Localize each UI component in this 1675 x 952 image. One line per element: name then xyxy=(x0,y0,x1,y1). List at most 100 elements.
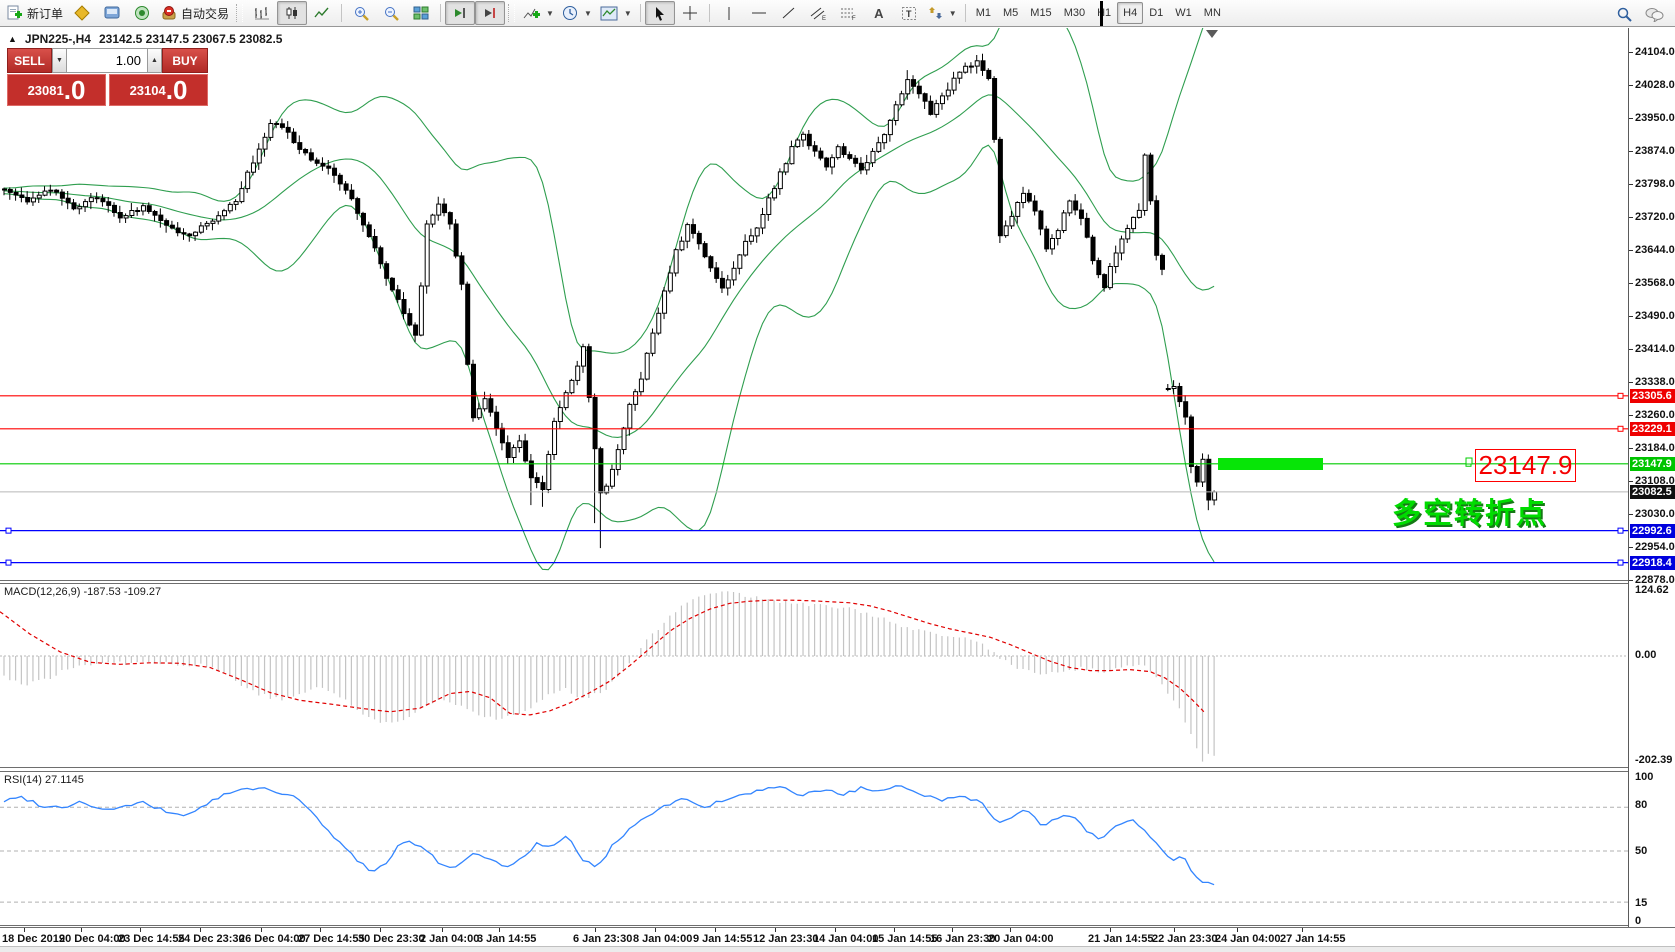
bull-candle-body xyxy=(644,352,650,380)
bull-candle-body xyxy=(621,427,627,451)
new-order-label: 新订单 xyxy=(27,6,64,21)
periods-button[interactable]: ▼ xyxy=(558,1,596,25)
market-watch-button[interactable] xyxy=(97,1,127,25)
crosshair-tool-button[interactable] xyxy=(675,1,705,25)
timeframe-button-m1[interactable]: M1 xyxy=(975,7,991,19)
chart-shift-marker[interactable] xyxy=(1206,30,1218,38)
candlestick-button[interactable] xyxy=(277,1,308,25)
bull-candle-body xyxy=(1131,216,1137,230)
bull-candle-body xyxy=(656,312,662,334)
templates-button[interactable]: ▼ xyxy=(596,1,636,25)
level-line-handle[interactable] xyxy=(1617,559,1624,566)
time-axis[interactable]: 18 Dec 2019 20 Dec 04:00 23 Dec 14:55 24 De… xyxy=(0,927,1675,946)
bear-candle-body xyxy=(858,162,864,171)
sell-price-display[interactable]: 23081.0 xyxy=(7,74,106,106)
chat-button[interactable] xyxy=(1639,2,1669,26)
bear-candle-body xyxy=(447,212,453,225)
price-badge: 22918.4 xyxy=(1630,556,1675,570)
toolbar-separator xyxy=(639,4,641,22)
price-tick: 23414.0 xyxy=(1635,343,1675,355)
fibonacci-tool[interactable]: F xyxy=(834,1,864,25)
timeframe-button-m30[interactable]: M30 xyxy=(1063,7,1086,19)
bull-candle-body xyxy=(256,148,262,164)
arrows-tool[interactable]: ▼ xyxy=(924,1,961,25)
timeframe-button-h1[interactable]: H1 xyxy=(1097,7,1112,19)
main-chart-pane[interactable] xyxy=(0,28,1628,581)
zoom-in-icon xyxy=(354,6,369,21)
macd-label: MACD(12,26,9) -187.53 -109.27 xyxy=(4,586,162,598)
one-click-trading-widget: SELL ▼ 1.00 ▲ BUY 23081.0 23104.0 xyxy=(7,48,208,106)
bear-candle-body xyxy=(343,183,349,191)
level-line-handle[interactable] xyxy=(1617,392,1624,399)
level-price-callout[interactable]: 23147.9 xyxy=(1475,449,1576,482)
bear-candle-body xyxy=(1044,228,1050,250)
timeframe-button-mn[interactable]: MN xyxy=(1203,7,1221,19)
channel-tool[interactable]: E xyxy=(804,1,834,25)
bull-candle-body xyxy=(198,225,204,233)
profiles-button[interactable] xyxy=(67,1,97,25)
bull-candle-body xyxy=(789,146,795,165)
zoom-out-button[interactable] xyxy=(376,1,406,25)
bear-candle-body xyxy=(708,256,714,269)
price-tick-dash xyxy=(1629,316,1633,317)
price-tick: 23950.0 xyxy=(1635,112,1675,124)
level-line-handle[interactable] xyxy=(5,559,12,566)
search-button[interactable] xyxy=(1609,2,1639,26)
macd-signal-line xyxy=(0,599,1206,716)
bear-candle-body xyxy=(175,227,181,234)
zoom-in-button[interactable] xyxy=(346,1,376,25)
turning-point-annotation[interactable]: 多空转折点 xyxy=(1392,498,1548,530)
timeframe-button-w1[interactable]: W1 xyxy=(1175,7,1192,19)
bull-candle-body xyxy=(36,194,42,199)
collapse-one-click-arrow[interactable]: ▲ xyxy=(8,34,17,44)
price-axis[interactable]: 24104.0 24028.0 23950.0 23874.0 23798.0 23720… xyxy=(1628,28,1675,946)
time-tick xyxy=(380,928,381,932)
macd-indicator-pane[interactable] xyxy=(0,583,1628,768)
price-tick: 24104.0 xyxy=(1635,46,1675,58)
cursor-tool-button[interactable] xyxy=(644,1,675,25)
signals-button[interactable] xyxy=(127,1,157,25)
bear-candle-body xyxy=(1177,386,1183,403)
line-chart-button[interactable] xyxy=(307,1,337,25)
timeframe-button-m5[interactable]: M5 xyxy=(1003,7,1019,19)
buy-button[interactable]: BUY xyxy=(162,48,208,73)
bull-candle-body xyxy=(227,203,233,212)
timeframe-button-d1[interactable]: D1 xyxy=(1149,7,1164,19)
autotrading-button[interactable]: 自动交易 xyxy=(157,1,233,25)
volume-input[interactable]: 1.00 xyxy=(67,48,147,73)
support-zone-rectangle[interactable] xyxy=(1218,458,1323,470)
volume-decrease-button[interactable]: ▼ xyxy=(52,48,67,73)
chart-shift-button[interactable] xyxy=(475,1,506,25)
vertical-line-tool[interactable] xyxy=(714,1,744,25)
price-tick: 23798.0 xyxy=(1635,178,1675,190)
time-tick xyxy=(655,928,656,932)
indicators-button[interactable]: ▼ xyxy=(519,1,558,25)
level-line-handle[interactable] xyxy=(1617,527,1624,534)
horizontal-line-tool[interactable] xyxy=(744,1,774,25)
bull-candle-body xyxy=(563,392,569,409)
volume-increase-button[interactable]: ▲ xyxy=(147,48,162,73)
callout-anchor-handle[interactable] xyxy=(1465,457,1473,465)
price-tick-dash xyxy=(1629,481,1633,482)
rsi-indicator-pane[interactable] xyxy=(0,771,1628,926)
buy-price-display[interactable]: 23104.0 xyxy=(109,74,208,106)
text-tool[interactable]: A xyxy=(874,5,884,21)
chart-symbol-period: JPN225-,H4 xyxy=(24,32,91,46)
tile-windows-button[interactable] xyxy=(406,1,436,25)
timeframe-button-h4[interactable]: H4 xyxy=(1117,2,1144,24)
fibonacci-icon: F xyxy=(841,8,856,21)
text-label-tool[interactable]: T xyxy=(894,1,924,25)
bear-candle-body xyxy=(372,236,378,249)
new-order-button[interactable]: 新订单 xyxy=(2,1,67,25)
bear-candle-body xyxy=(297,142,303,150)
time-tick xyxy=(261,928,262,932)
sell-button[interactable]: SELL xyxy=(7,48,52,73)
buy-price-pips: .0 xyxy=(165,75,188,105)
autoscroll-button[interactable] xyxy=(445,1,476,25)
trendline-tool[interactable] xyxy=(774,1,804,25)
bar-chart-button[interactable] xyxy=(247,1,277,25)
level-line-handle[interactable] xyxy=(5,527,12,534)
timeframe-button-m15[interactable]: M15 xyxy=(1030,7,1052,19)
level-line-handle[interactable] xyxy=(1617,425,1624,432)
bull-candle-body xyxy=(1061,212,1067,231)
